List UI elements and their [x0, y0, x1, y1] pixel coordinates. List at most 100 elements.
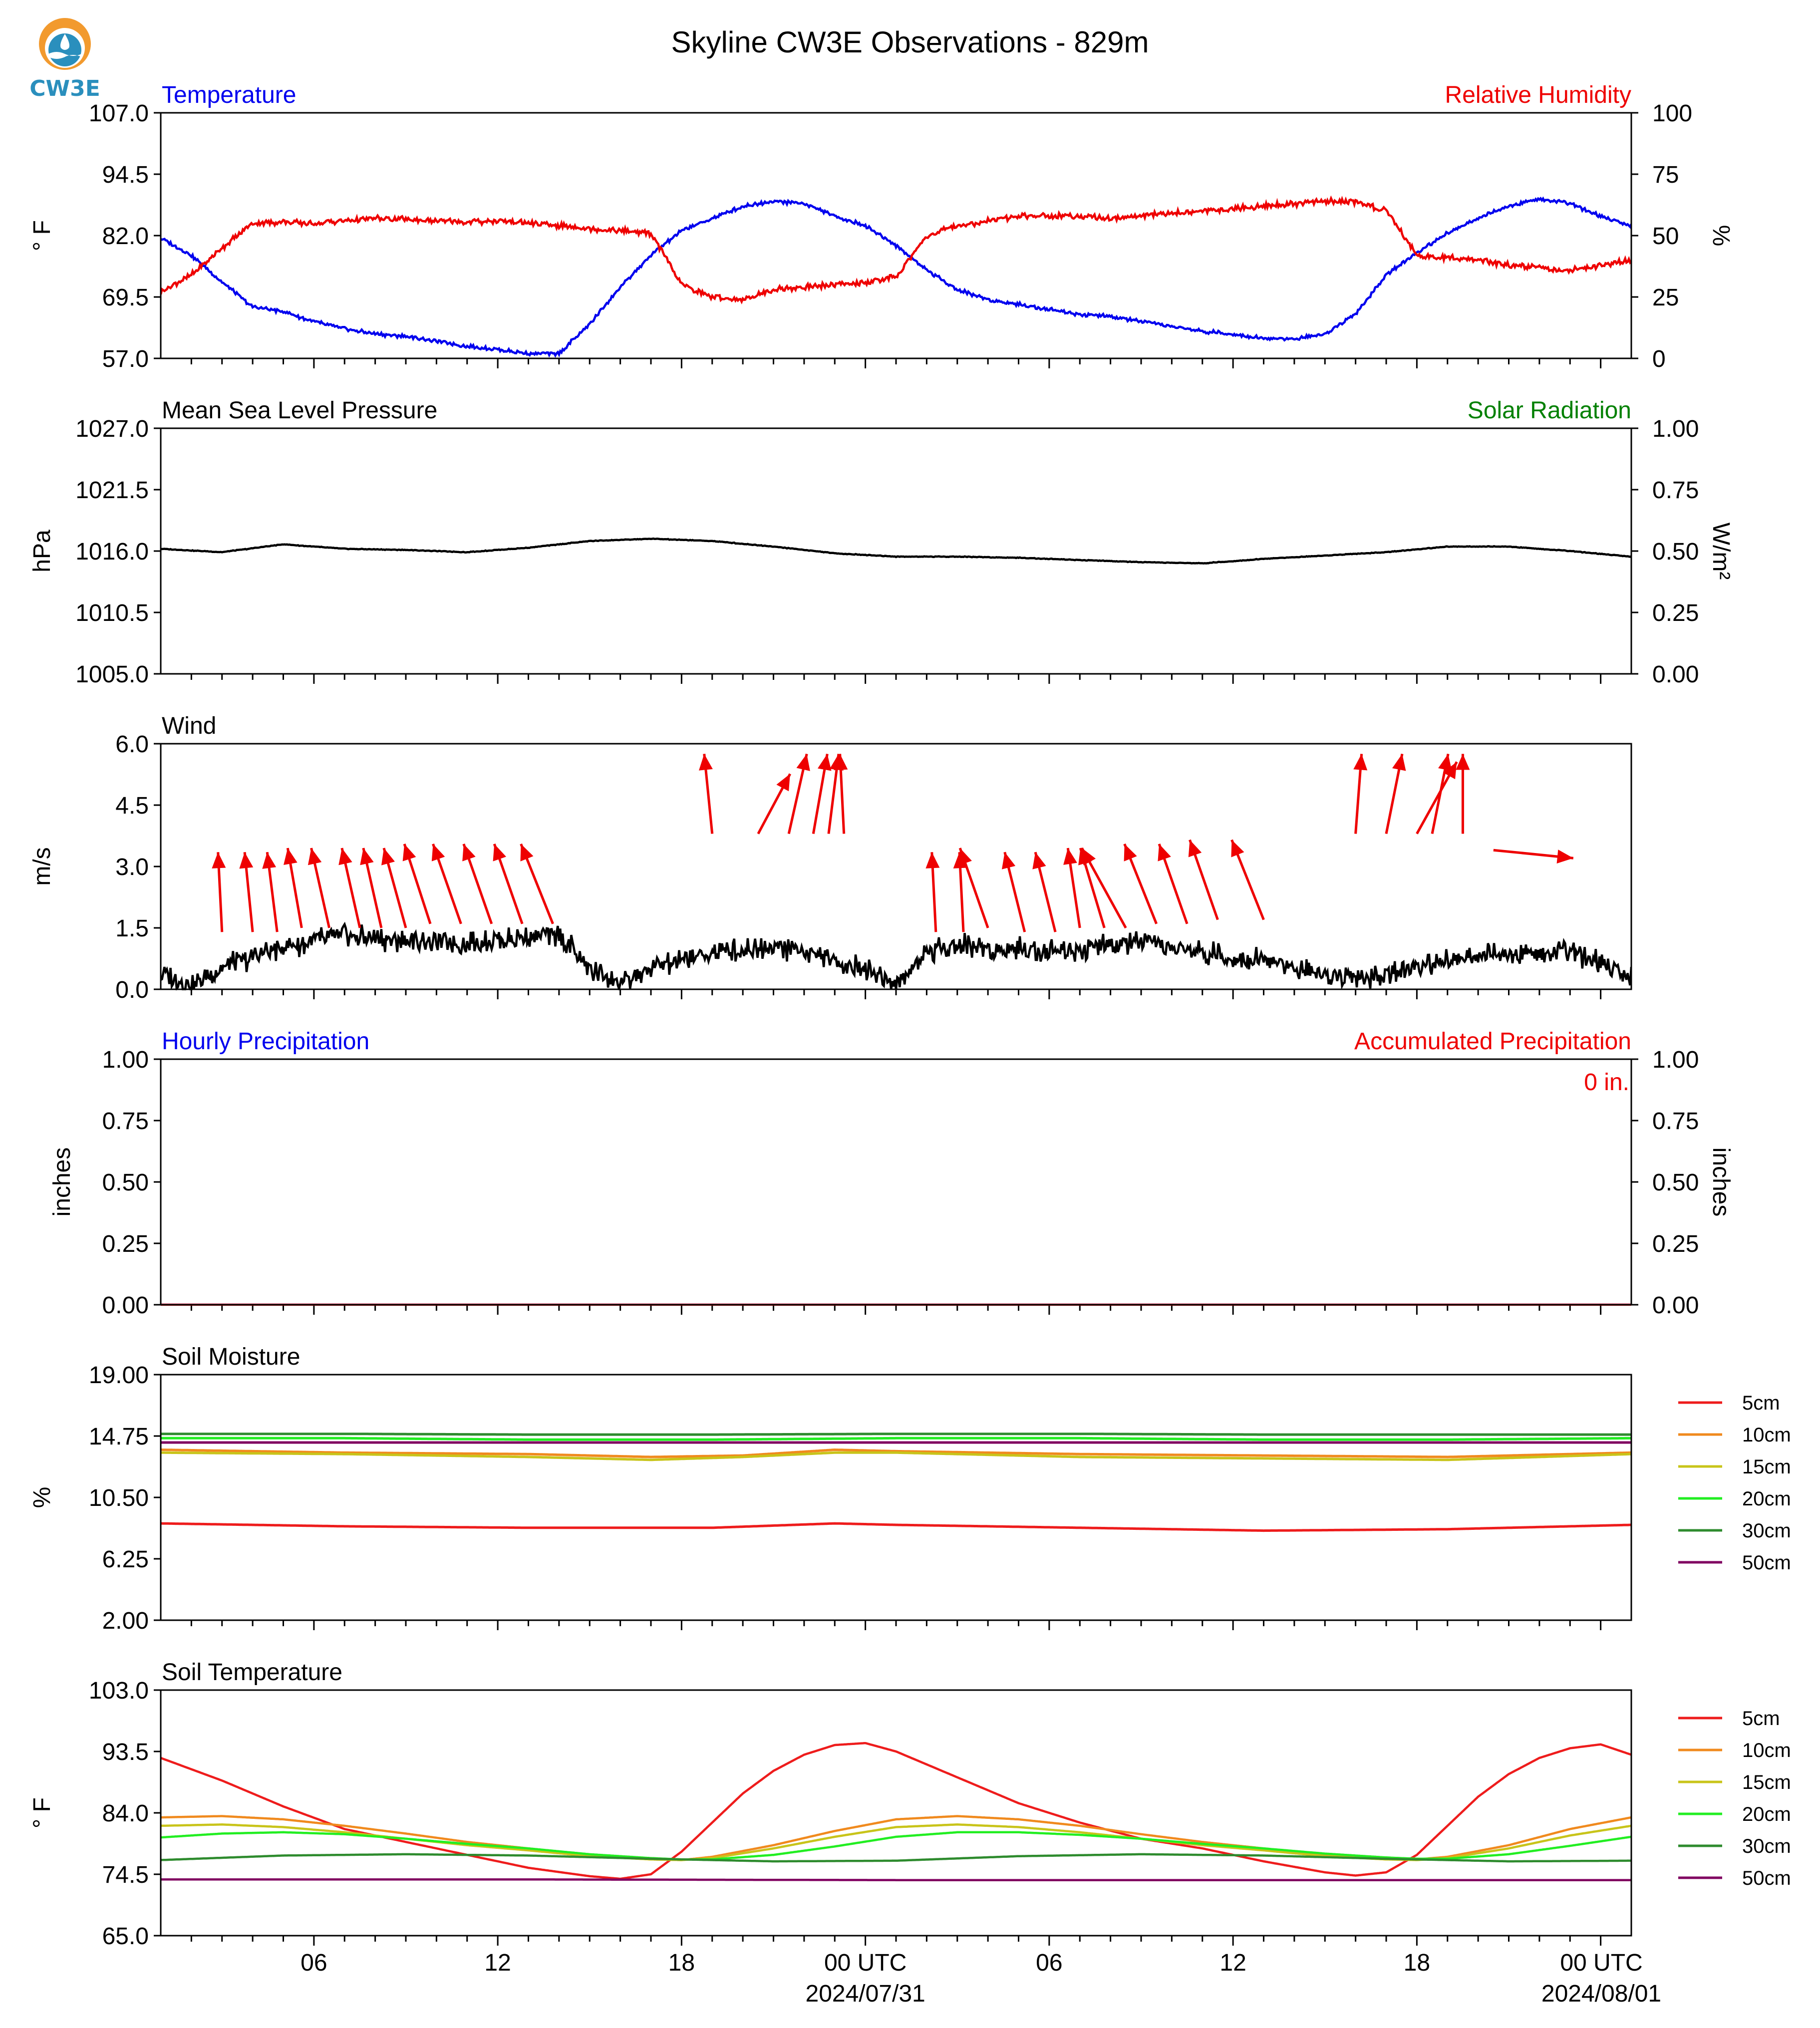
y-tick-label-right: 0.75 [1652, 1108, 1699, 1135]
series-50cm [161, 1878, 1631, 1881]
y-tick-label-right: 0.00 [1652, 1292, 1699, 1319]
panel-temperature: Temperature Relative Humidity 57.0 69.5 82.0… [29, 82, 1734, 372]
y-tick-label: 1.00 [102, 1047, 149, 1073]
y-tick-label: 4.5 [115, 793, 149, 819]
x-date-label: 2024/07/31 [806, 1981, 925, 2007]
y-tick-label: 3.0 [115, 854, 149, 880]
series-15cm [161, 1451, 1631, 1461]
wind-arrow [1385, 753, 1406, 834]
soil_temperature-ylabel: ° F [29, 1797, 55, 1828]
plot-frame [160, 1058, 1632, 1306]
plot-frame [160, 427, 1632, 675]
temperature-ylabel: ° F [29, 220, 55, 251]
pressure-left-title: Mean Sea Level Pressure [162, 397, 437, 424]
plot-frame [160, 1374, 1632, 1621]
y-tick-label-right: 100 [1652, 100, 1692, 127]
legend-label: 30cm [1742, 1835, 1791, 1857]
y-tick-label-right: 1.00 [1652, 1047, 1699, 1073]
soil_moisture-left-title: Soil Moisture [162, 1344, 300, 1370]
panel-soil_moisture: Soil Moisture 2.00 6.25 10.50 14.75 19.00% 5cm… [29, 1344, 1791, 1634]
wind-arrow [1032, 852, 1057, 932]
wind-arrow [284, 848, 303, 928]
wind-arrow [262, 852, 279, 932]
legend-label: 50cm [1742, 1552, 1791, 1574]
cw3e-logo: CW3E [29, 18, 100, 101]
y-tick-label-right: 0.25 [1652, 600, 1699, 626]
wind-arrow [812, 753, 832, 834]
wind-arrow [1063, 848, 1081, 928]
y-tick-label: 0.50 [102, 1169, 149, 1196]
y-tick-label-right: 50 [1652, 223, 1679, 250]
wind-arrow [360, 848, 383, 928]
x-tick-label: 00 UTC [824, 1950, 907, 1976]
y-tick-label: 0.0 [115, 977, 149, 1003]
x-tick-label: 18 [668, 1950, 695, 1976]
y-tick-label: 82.0 [102, 223, 149, 250]
accum-precip-total: 0 in. [1584, 1069, 1629, 1096]
wind-arrow [1123, 843, 1158, 924]
y-tick-label: 65.0 [102, 1923, 149, 1950]
y-tick-label: 93.5 [102, 1739, 149, 1765]
soil_moisture-ylabel: % [29, 1487, 55, 1508]
legend-label: 20cm [1742, 1803, 1791, 1825]
plot-frame [160, 112, 1632, 359]
precip-left-title: Hourly Precipitation [162, 1028, 369, 1055]
series-mean-sea-level-pressure [161, 537, 1631, 565]
y-tick-label: 14.75 [89, 1424, 149, 1450]
y-tick-label: 0.75 [102, 1108, 149, 1135]
pressure-right-title: Solar Radiation [1468, 397, 1631, 424]
series-5cm [161, 1741, 1631, 1880]
wind-arrow [338, 848, 361, 928]
series-30cm [161, 1853, 1631, 1863]
legend-label: 20cm [1742, 1488, 1791, 1510]
x-tick-label: 06 [301, 1950, 327, 1976]
plot-frame [160, 1689, 1632, 1937]
precip-ylabel-right: inches [1708, 1148, 1734, 1217]
x-tick-label: 06 [1036, 1950, 1062, 1976]
legend-label: 30cm [1742, 1520, 1791, 1542]
y-tick-label: 1016.0 [75, 539, 149, 565]
x-tick-label: 00 UTC [1560, 1950, 1642, 1976]
pressure-ylabel: hPa [29, 530, 55, 573]
pressure-ylabel-right: W/m² [1708, 523, 1734, 580]
precip-ylabel: inches [49, 1148, 75, 1217]
wind-arrow [1416, 761, 1458, 835]
y-tick-label: 10.50 [89, 1485, 149, 1511]
y-tick-label: 57.0 [102, 346, 149, 372]
y-tick-label: 1010.5 [75, 600, 149, 626]
y-tick-label: 0.00 [102, 1292, 149, 1319]
y-tick-label: 1.5 [115, 915, 149, 942]
series-temperature [161, 196, 1631, 358]
wind-ylabel: m/s [29, 847, 55, 885]
series-relative-humidity [161, 195, 1631, 304]
y-tick-label-right: 1.00 [1652, 416, 1699, 442]
y-tick-label: 74.5 [102, 1862, 149, 1888]
y-tick-label: 19.00 [89, 1362, 149, 1389]
wind-arrow [958, 848, 989, 928]
legend-label: 15cm [1742, 1456, 1791, 1478]
y-tick-label: 84.0 [102, 1800, 149, 1827]
logo-text: CW3E [29, 76, 100, 101]
series-30cm [161, 1433, 1631, 1436]
wind-arrow [1158, 843, 1189, 924]
wind-arrow [1188, 839, 1219, 920]
legend-label: 5cm [1742, 1708, 1780, 1730]
wind-arrow [1431, 753, 1452, 834]
panel-soil_temperature: Soil Temperature 65.0 74.5 84.0 93.5 103.0 ° F… [29, 1659, 1791, 2007]
panel-precip: Hourly Precipitation Accumulated Precipit… [49, 1028, 1734, 1319]
wind-arrow [757, 773, 792, 835]
y-tick-label: 1021.5 [75, 477, 149, 504]
y-tick-label: 1027.0 [75, 416, 149, 442]
y-tick-label: 103.0 [89, 1678, 149, 1704]
y-tick-label-right: 0.75 [1652, 477, 1699, 504]
y-tick-label-right: 0.50 [1652, 1169, 1699, 1196]
wind-arrow [431, 843, 462, 924]
legend-label: 10cm [1742, 1739, 1791, 1761]
y-tick-label-right: 0.00 [1652, 661, 1699, 688]
wind-arrow [520, 843, 554, 924]
wind-arrow [307, 848, 331, 928]
soil_temperature-left-title: Soil Temperature [162, 1659, 342, 1686]
temperature-right-title: Relative Humidity [1445, 82, 1631, 108]
y-tick-label: 1005.0 [75, 661, 149, 688]
